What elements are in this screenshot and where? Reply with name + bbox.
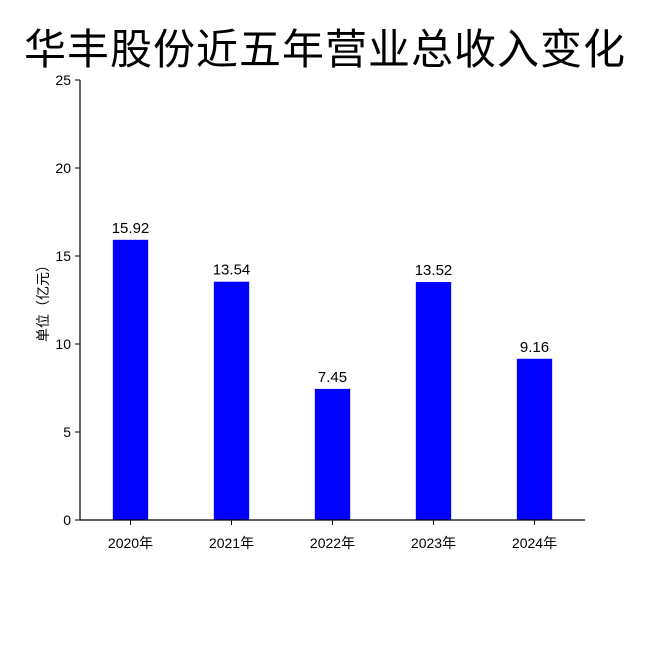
y-tick-label: 10	[55, 336, 71, 352]
data-labels: 15.92 13.54 7.45 13.52 9.16	[112, 220, 549, 386]
y-tick-label: 15	[55, 248, 71, 264]
bar	[415, 282, 452, 520]
bars	[112, 239, 553, 521]
y-tick-label: 5	[63, 424, 71, 440]
bar-value-label: 13.54	[213, 262, 251, 279]
x-tick-label: 2024年	[512, 535, 557, 551]
bar	[213, 281, 250, 520]
y-axis-title: 单位（亿元）	[36, 258, 52, 342]
chart-title: 华丰股份近五年营业总收入变化	[23, 25, 626, 74]
x-tick-label: 2021年	[209, 535, 254, 551]
y-tick-label: 20	[55, 160, 71, 176]
bar	[112, 239, 149, 521]
y-tick-label: 25	[55, 72, 71, 88]
bar	[516, 358, 553, 520]
x-tick-label: 2020年	[108, 535, 153, 551]
y-axis-ticks: 0 5 10 15 20 25	[55, 72, 80, 528]
bar-value-label: 9.16	[520, 339, 549, 356]
bar-value-label: 15.92	[112, 220, 150, 237]
y-tick-label: 0	[63, 512, 71, 528]
bar-value-label: 13.52	[415, 262, 453, 279]
bar	[314, 388, 351, 520]
x-tick-label: 2022年	[310, 535, 355, 551]
bar-value-label: 7.45	[318, 369, 347, 386]
x-tick-label: 2023年	[411, 535, 456, 551]
x-axis-ticks: 2020年 2021年 2022年 2023年 2024年	[108, 520, 557, 551]
